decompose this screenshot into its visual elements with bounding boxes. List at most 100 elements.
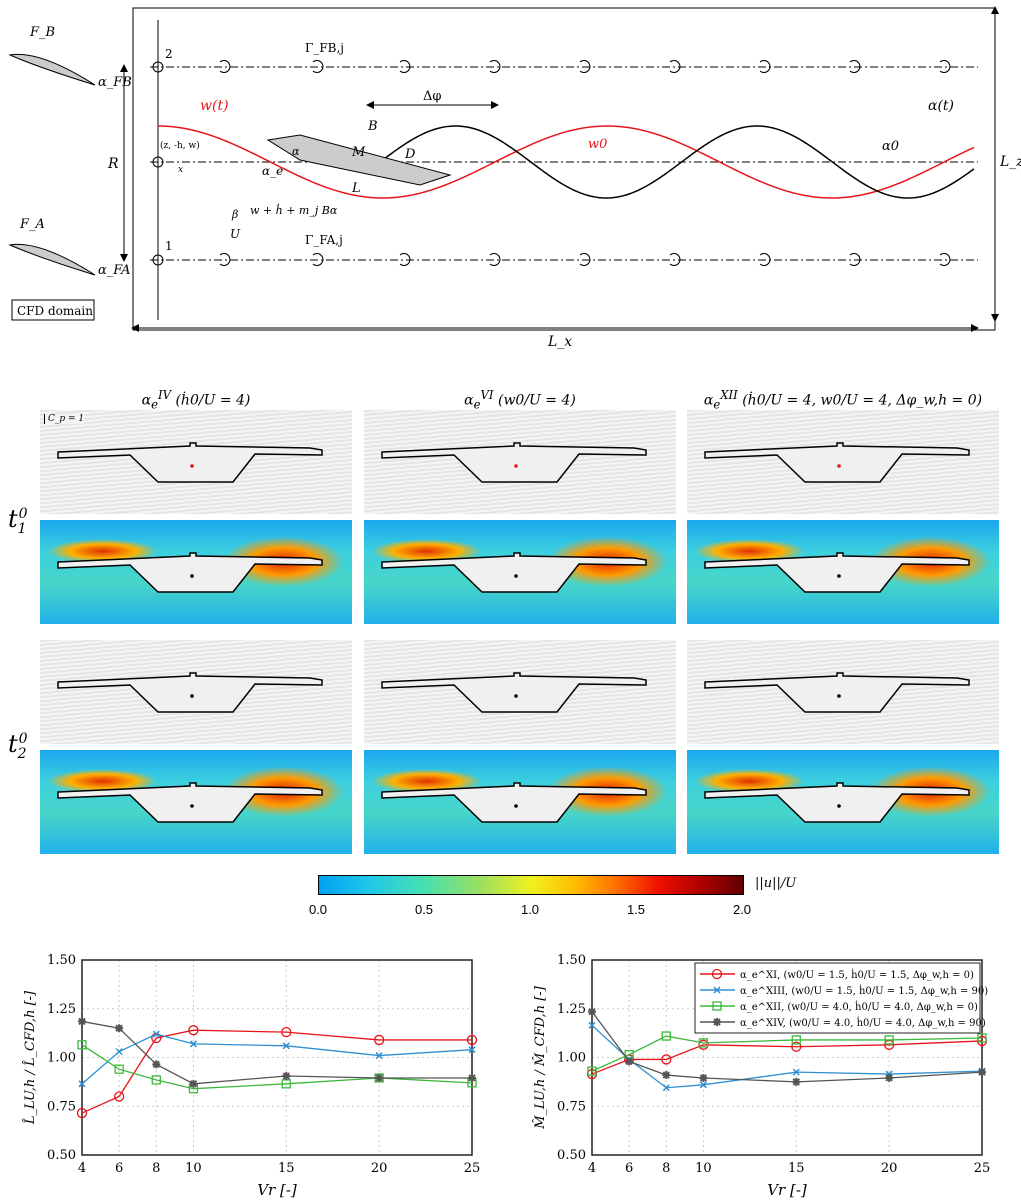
colorbar-tick: 2.0 xyxy=(732,902,752,917)
svg-text:x: x xyxy=(178,165,183,175)
data-point xyxy=(699,1081,707,1089)
legend xyxy=(694,962,981,1034)
svg-text:U: U xyxy=(230,227,241,241)
colorbar-tick: 0.0 xyxy=(308,902,328,917)
svg-text:α(t): α(t) xyxy=(928,98,954,114)
velocity-magnitude-panel xyxy=(364,520,676,624)
velocity-magnitude-panel xyxy=(687,750,999,854)
x-tick-label: 20 xyxy=(881,1161,898,1176)
data-point xyxy=(885,1073,894,1082)
data-point xyxy=(588,1007,596,1016)
vortex-icon xyxy=(849,60,861,73)
svg-text:α_e: α_e xyxy=(262,164,283,178)
data-point xyxy=(625,1057,634,1066)
vortex-icon xyxy=(849,253,861,266)
colorbar-label: ||u||/U xyxy=(755,876,797,891)
data-point xyxy=(282,1042,290,1050)
bridge-deck-section xyxy=(57,672,323,713)
data-point xyxy=(282,1072,291,1081)
streamline-pressure-panel xyxy=(687,640,999,744)
data-point xyxy=(189,1040,197,1048)
data-point xyxy=(151,1075,161,1085)
data-point xyxy=(792,1068,800,1076)
svg-text:Γ_FB,j: Γ_FB,j xyxy=(305,41,344,55)
series-line xyxy=(591,1035,983,1072)
svg-text:(z, -h, w): (z, -h, w) xyxy=(160,140,200,151)
vortex-icon xyxy=(489,253,501,266)
data-point xyxy=(152,1030,160,1038)
svg-text:2: 2 xyxy=(165,47,173,61)
cp-scale-label: C_p = 1 xyxy=(44,414,85,424)
bridge-deck-section xyxy=(381,782,647,823)
x-tick-label: 10 xyxy=(185,1161,202,1176)
data-point xyxy=(588,1021,596,1029)
data-point xyxy=(188,1025,199,1036)
data-point xyxy=(76,1107,88,1119)
velocity-magnitude-panel xyxy=(687,520,999,624)
colorbar-tick: 0.5 xyxy=(414,902,434,917)
data-point xyxy=(375,1052,383,1060)
vortex-icon xyxy=(939,253,951,266)
data-point xyxy=(713,986,721,994)
svg-text:Γ_FA,j: Γ_FA,j xyxy=(305,233,343,247)
svg-text:D: D xyxy=(404,147,416,162)
streamline-pressure-panel xyxy=(364,640,676,744)
colorbar xyxy=(318,875,744,895)
velocity-magnitude-panel xyxy=(40,520,352,624)
data-point xyxy=(699,1073,708,1082)
y-tick-label: 0.75 xyxy=(47,1099,76,1114)
bridge-deck-section xyxy=(57,782,323,823)
alpha-t-curve xyxy=(379,125,975,199)
series-line xyxy=(81,1020,472,1085)
comparison-charts: 4 6 8 10 15 20 25 0.50 0.75 1.00 1.25 1.50 Vr [-] L̂_… xyxy=(22,953,991,1199)
y-tick-label: 1.00 xyxy=(47,1051,76,1066)
y-tick-label: 0.50 xyxy=(557,1148,586,1163)
data-point xyxy=(77,1040,87,1050)
data-point xyxy=(373,1034,385,1046)
svg-text:F_A: F_A xyxy=(19,217,45,232)
svg-text:α0: α0 xyxy=(882,139,899,154)
x-axis-label: Vr [-] xyxy=(257,1181,297,1199)
y-tick-label: 1.25 xyxy=(557,1002,586,1017)
bridge-deck-section xyxy=(381,442,647,483)
vortex-icon xyxy=(399,60,411,73)
vortex-icon xyxy=(579,60,591,73)
legend-entry: α_e^XII, (w0/U = 4.0, ḣ0/U = 4.0, Δφ_w,h… xyxy=(740,1001,978,1013)
y-tick-label: 1.50 xyxy=(47,953,76,968)
streamline-pressure-panel xyxy=(687,410,999,514)
bridge-deck-section xyxy=(57,442,323,483)
bridge-deck-section xyxy=(704,552,970,593)
data-point xyxy=(711,968,723,980)
deck-section xyxy=(266,134,452,186)
svg-text:α: α xyxy=(292,145,300,158)
series-line xyxy=(591,1024,983,1089)
plot-frame xyxy=(81,959,473,1156)
y-tick-label: 0.50 xyxy=(47,1148,76,1163)
svg-text:L: L xyxy=(351,181,361,196)
setup-diagram: F_B F_A α_FB α_FA R CFD domain 2 1 Γ_FB,… xyxy=(8,6,1021,350)
column-header-iv: αeIV (ḣ0/U = 4) xyxy=(141,388,251,412)
plot-frame xyxy=(591,959,983,1156)
x-axis-label: Vr [-] xyxy=(767,1181,807,1199)
x-tick-label: 15 xyxy=(788,1161,805,1176)
bridge-deck-section xyxy=(381,672,647,713)
data-point xyxy=(977,1033,987,1043)
series-line xyxy=(81,1044,473,1090)
velocity-magnitude-panel xyxy=(364,750,676,854)
data-point xyxy=(78,1080,86,1088)
svg-text:α_FB: α_FB xyxy=(98,75,132,90)
streamline-pressure-panel xyxy=(364,410,676,514)
y-tick-label: 1.25 xyxy=(47,1002,76,1017)
x-tick-label: 4 xyxy=(78,1161,86,1176)
svg-text:Δφ: Δφ xyxy=(423,89,442,104)
legend-entry: α_e^XIII, (w0/U = 1.5, ḣ0/U = 1.5, Δφ_w,… xyxy=(740,985,988,997)
data-point xyxy=(792,1077,801,1086)
data-point xyxy=(468,1073,476,1082)
data-point xyxy=(281,1027,292,1038)
x-tick-label: 8 xyxy=(152,1161,160,1176)
vortex-icon xyxy=(219,60,231,73)
vortex-markers xyxy=(219,60,951,266)
streamline-pressure-panel xyxy=(40,410,352,514)
svg-text:CFD domain: CFD domain xyxy=(17,304,93,318)
